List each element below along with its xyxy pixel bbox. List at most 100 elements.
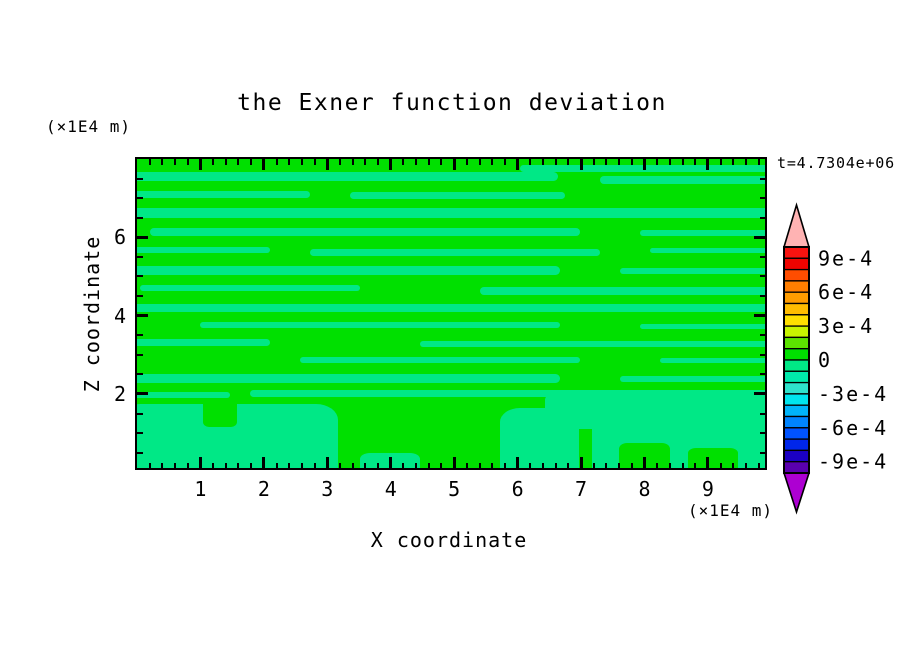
x-tick-label: 7	[575, 477, 588, 501]
x-minor-tick	[719, 159, 722, 165]
colorbar-segment	[783, 348, 810, 361]
z-major-tick	[754, 314, 765, 318]
x-minor-tick	[161, 159, 164, 165]
colorbar-tick-label: 0	[818, 348, 832, 372]
contour-hole-positive	[687, 447, 738, 468]
x-minor-tick	[554, 159, 557, 165]
colorbar-tick-label: -9e-4	[818, 450, 888, 474]
contour-stripe-negative	[137, 391, 230, 398]
x-minor-tick	[313, 159, 316, 165]
x-minor-tick	[351, 462, 354, 468]
x-minor-tick	[351, 159, 354, 165]
x-minor-tick	[618, 462, 621, 468]
z-minor-tick	[137, 295, 143, 298]
x-major-tick	[579, 457, 583, 468]
colorbar-tick-label: 6e-4	[818, 280, 874, 304]
x-minor-tick	[224, 462, 227, 468]
colorbar-segment	[783, 427, 810, 440]
x-minor-tick	[630, 462, 633, 468]
x-minor-tick	[186, 462, 189, 468]
x-minor-tick	[338, 159, 341, 165]
z-major-tick	[137, 314, 148, 318]
colorbar-segment	[783, 461, 810, 474]
contour-stripe-negative	[137, 303, 765, 312]
x-tick-label: 5	[448, 477, 461, 501]
y-axis-unit-label: (×1E4 m)	[46, 117, 132, 136]
x-minor-tick	[732, 159, 735, 165]
z-minor-tick	[137, 197, 143, 200]
x-minor-tick	[275, 159, 278, 165]
x-minor-tick	[744, 159, 747, 165]
chart-title: the Exner function deviation	[237, 90, 667, 116]
x-minor-tick	[503, 159, 506, 165]
x-tick-label: 2	[257, 477, 270, 501]
x-major-tick	[706, 457, 710, 468]
x-minor-tick	[250, 159, 253, 165]
z-tick-label: 4	[113, 303, 126, 328]
x-minor-tick	[719, 462, 722, 468]
z-minor-tick	[759, 177, 765, 180]
x-minor-tick	[288, 159, 291, 165]
x-minor-tick	[491, 159, 494, 165]
x-minor-tick	[541, 159, 544, 165]
colorbar-segment	[783, 325, 810, 339]
x-minor-tick	[440, 462, 443, 468]
x-minor-tick	[656, 159, 659, 165]
contour-stripe-negative	[349, 192, 565, 200]
x-minor-tick	[212, 159, 215, 165]
plot-area	[135, 157, 767, 470]
colorbar: 9e-4 6e-4 3e-4 0 -3e-4 -6e-4 -9e-4	[782, 202, 888, 515]
z-minor-tick	[759, 373, 765, 376]
x-minor-tick	[605, 159, 608, 165]
x-minor-tick	[668, 159, 671, 165]
x-minor-tick	[364, 159, 367, 165]
x-minor-tick	[288, 462, 291, 468]
contour-stripe-negative	[300, 357, 581, 363]
contour-stripe-negative	[137, 208, 765, 218]
z-major-tick	[754, 235, 765, 239]
x-minor-tick	[567, 462, 570, 468]
contour-stripe-negative	[640, 324, 765, 329]
x-major-tick	[389, 159, 393, 170]
x-minor-tick	[757, 159, 760, 165]
x-minor-tick	[237, 462, 240, 468]
x-minor-tick	[732, 462, 735, 468]
z-minor-tick	[759, 412, 765, 415]
x-minor-tick	[605, 462, 608, 468]
z-minor-tick	[759, 275, 765, 278]
x-major-tick	[516, 457, 520, 468]
contour-stripe-negative	[137, 247, 271, 253]
x-minor-tick	[630, 159, 633, 165]
contour-stripe-negative	[137, 339, 271, 347]
z-minor-tick	[137, 451, 143, 454]
x-tick-label: 4	[384, 477, 397, 501]
contour-stripe-negative	[309, 248, 600, 256]
colorbar-tick-label: -6e-4	[818, 416, 888, 440]
z-minor-tick	[759, 334, 765, 337]
z-minor-tick	[137, 334, 143, 337]
x-minor-tick	[478, 462, 481, 468]
x-minor-tick	[491, 462, 494, 468]
colorbar-tick-label: 9e-4	[818, 246, 874, 270]
x-tick-label: 3	[321, 477, 334, 501]
x-tick-label: 6	[511, 477, 524, 501]
contour-stripe-negative	[137, 191, 310, 199]
x-minor-tick	[313, 462, 316, 468]
x-minor-tick	[503, 462, 506, 468]
contour-blob-negative	[137, 404, 338, 468]
z-minor-tick	[759, 451, 765, 454]
x-major-tick	[198, 159, 202, 170]
x-minor-tick	[402, 159, 405, 165]
x-minor-tick	[694, 462, 697, 468]
colorbar-segment	[783, 393, 810, 406]
x-tick-label: 8	[638, 477, 651, 501]
colorbar-segment	[783, 302, 810, 316]
x-major-tick	[642, 457, 646, 468]
x-minor-tick	[757, 462, 760, 468]
x-minor-tick	[148, 462, 151, 468]
x-minor-tick	[541, 462, 544, 468]
x-major-tick	[262, 457, 266, 468]
x-major-tick	[452, 159, 456, 170]
colorbar-segment	[783, 370, 810, 384]
